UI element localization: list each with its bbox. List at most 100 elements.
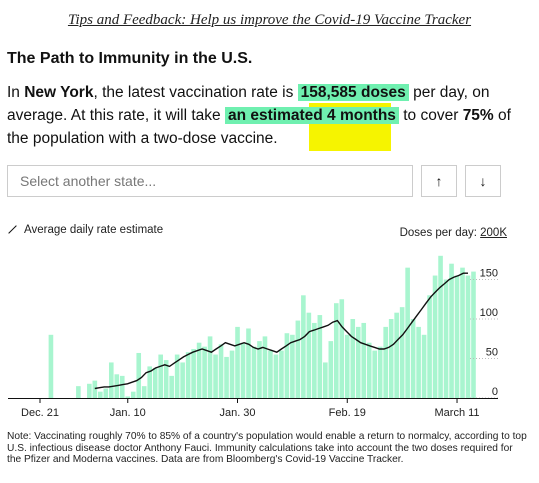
bar	[372, 350, 378, 398]
bar	[427, 295, 432, 398]
bar	[394, 312, 399, 398]
vaccination-chart: 50 100 150 0 Dec. 21 Jan. 10 Jan. 30 Feb. 19 Ma…	[8, 255, 498, 419]
bar	[147, 366, 153, 398]
bar	[87, 383, 92, 398]
bar	[130, 391, 136, 398]
bar	[465, 275, 471, 398]
bar	[295, 320, 301, 398]
bar	[432, 275, 438, 398]
bar	[218, 344, 224, 398]
summary-text-4: to cover	[398, 107, 463, 124]
bar	[158, 354, 163, 398]
arrow-down-icon: ↓	[479, 173, 487, 189]
bar	[119, 375, 125, 398]
summary-text-3: per day, on average. At this rate, it wi…	[7, 84, 490, 124]
y-tick-label-zero: 0	[492, 386, 498, 398]
bar	[421, 334, 427, 398]
bar	[141, 386, 147, 398]
y-tick-label: 150	[480, 268, 498, 280]
bar	[328, 341, 334, 398]
chart-note: Note: Vaccinating roughly 70% to 85% of …	[7, 431, 527, 465]
bar	[366, 342, 372, 398]
bar	[460, 267, 465, 398]
bar	[180, 362, 185, 398]
bar	[333, 303, 339, 398]
vaccination-summary: In New York, the latest vaccination rate…	[7, 81, 532, 150]
bar	[350, 319, 356, 398]
feedback-link-text[interactable]: Tips and Feedback: Help us improve the C…	[67, 12, 472, 28]
bar	[136, 352, 142, 398]
bar	[471, 271, 476, 398]
summary-text-5: of the population with a two-dose vaccin…	[7, 107, 511, 147]
bar	[240, 342, 246, 398]
bar	[262, 336, 268, 398]
x-tick-label: Feb. 19	[329, 407, 366, 419]
summary-text-2: , the latest vaccination rate is	[93, 84, 298, 101]
bar	[76, 386, 81, 398]
bar	[273, 354, 279, 398]
arrow-up-icon: ↑	[435, 173, 443, 189]
bar	[103, 388, 109, 398]
average-rate-line	[94, 272, 468, 390]
bar	[98, 391, 103, 398]
bar	[290, 334, 295, 398]
bar	[279, 350, 284, 398]
bar	[317, 315, 323, 398]
bar	[152, 367, 158, 398]
y-tick-label: 100	[480, 307, 498, 319]
bar	[169, 375, 174, 398]
bar	[449, 263, 454, 398]
bar	[399, 307, 405, 398]
bar	[202, 346, 207, 398]
state-name: New York	[24, 84, 94, 101]
bar	[92, 380, 98, 398]
x-tick-label: Jan. 10	[110, 407, 146, 419]
line-legend: Average daily rate estimate	[7, 224, 163, 236]
bar	[235, 326, 240, 398]
feedback-link[interactable]: Tips and Feedback: Help us improve the C…	[0, 12, 539, 29]
bar	[251, 346, 257, 398]
bar	[48, 334, 54, 398]
previous-state-button[interactable]: ↑	[421, 165, 457, 197]
y-axis: 50 100 150 0	[470, 268, 498, 399]
x-axis: Dec. 21 Jan. 10 Jan. 30 Feb. 19 March 11	[21, 398, 480, 419]
bar	[361, 322, 367, 398]
bar	[257, 341, 262, 398]
x-tick-label: Dec. 21	[21, 407, 59, 419]
bar	[339, 299, 345, 398]
bar	[377, 346, 383, 398]
bar	[191, 349, 196, 398]
bar	[207, 336, 213, 398]
doses-legend: Doses per day: 200K	[400, 227, 507, 239]
coverage-percent: 75%	[462, 107, 494, 124]
bar	[383, 326, 388, 398]
bar	[405, 267, 410, 398]
bar	[185, 352, 191, 398]
line-legend-label: Average daily rate estimate	[24, 224, 164, 236]
state-select-input[interactable]: Select another state...	[7, 165, 413, 197]
bar	[229, 350, 235, 398]
bar	[416, 326, 421, 398]
bar	[410, 319, 416, 398]
y-tick-label: 50	[486, 347, 498, 359]
bar-series	[48, 255, 476, 398]
bar	[306, 312, 312, 398]
summary-text-1: In	[7, 84, 25, 101]
bar	[301, 295, 306, 398]
bar	[163, 360, 169, 398]
doses-highlight: 158,585 doses	[297, 84, 409, 101]
x-tick-label: Jan. 30	[219, 407, 255, 419]
line-legend-icon	[8, 225, 17, 235]
next-state-button[interactable]: ↓	[465, 165, 501, 197]
bar	[174, 354, 180, 398]
bar	[196, 342, 202, 398]
bar	[268, 350, 273, 398]
bar	[388, 319, 394, 398]
bar	[443, 279, 449, 398]
bar	[125, 396, 131, 398]
bar	[312, 322, 317, 398]
bar	[224, 356, 229, 398]
doses-legend-label: Doses per day:	[399, 227, 481, 239]
estimate-highlight: an estimated 4 months	[224, 107, 399, 124]
bar	[246, 328, 251, 398]
